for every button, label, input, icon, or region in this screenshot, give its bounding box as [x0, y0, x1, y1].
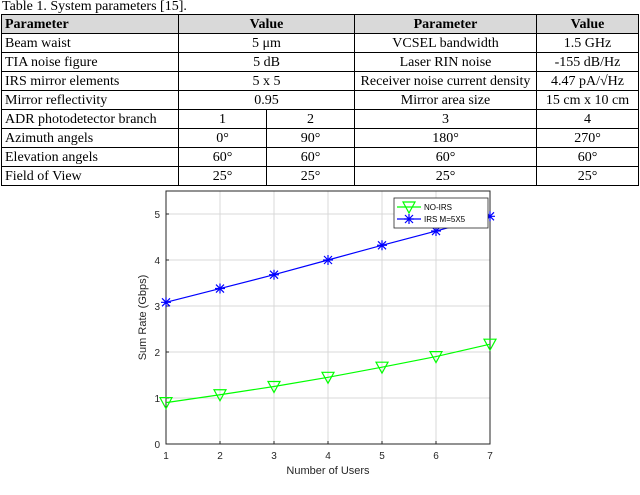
table-cell: 90° — [266, 128, 355, 148]
data-point-marker — [266, 380, 282, 394]
y-tick-label: 1 — [154, 394, 160, 405]
data-point-marker — [377, 240, 387, 251]
table-cell: Mirror reflectivity — [1, 90, 179, 110]
y-tick-label: 4 — [154, 256, 160, 267]
table-cell: ADR photodetector branch — [1, 109, 179, 129]
table-cell: 4 — [536, 109, 639, 129]
x-tick-label: 6 — [433, 451, 439, 462]
table-cell: Laser RIN noise — [354, 52, 537, 72]
data-point-marker — [320, 371, 336, 385]
data-point-marker — [428, 351, 444, 364]
table-row: TIA noise figure 5 dB Laser RIN noise -1… — [1, 52, 639, 72]
table-cell: 60° — [178, 147, 267, 167]
table-cell: 2 — [266, 109, 355, 129]
table-cell: IRS mirror elements — [1, 71, 179, 91]
legend-label: NO-IRS — [424, 203, 452, 212]
table-cell: 25° — [178, 166, 267, 186]
header-value-2: Value — [536, 14, 639, 34]
data-point-marker — [404, 214, 414, 224]
series-no-irs — [158, 338, 498, 410]
table-cell: 5 dB — [178, 52, 355, 72]
table-cell: 270° — [536, 128, 639, 148]
table-row: ADR photodetector branch 1 2 3 4 — [1, 109, 639, 129]
data-point-marker — [212, 389, 228, 403]
table-row: Azimuth angels 0° 90° 180° 270° — [1, 128, 639, 148]
data-point-marker — [158, 397, 174, 410]
table-cell: 60° — [354, 147, 537, 167]
y-tick-label: 3 — [154, 302, 160, 313]
table-header-row: Parameter Value Parameter Value — [1, 14, 639, 34]
data-point-marker — [485, 211, 495, 222]
table-cell: Beam waist — [1, 33, 179, 53]
table-cell: TIA noise figure — [1, 52, 179, 72]
x-tick-label: 3 — [271, 451, 277, 462]
table-cell: Mirror area size — [354, 90, 537, 110]
y-tick-label: 2 — [154, 348, 160, 359]
table-cell: 60° — [266, 147, 355, 167]
table-cell: Azimuth angels — [1, 128, 179, 148]
table-cell: 180° — [354, 128, 537, 148]
data-point-marker — [269, 269, 279, 280]
table-cell: -155 dB/Hz — [536, 52, 639, 72]
x-tick-label: 4 — [325, 451, 331, 462]
x-tick-label: 1 — [163, 451, 169, 462]
data-point-marker — [161, 297, 171, 308]
table-cell: 25° — [354, 166, 537, 186]
data-point-marker — [374, 361, 390, 375]
table-caption: Table 1. System parameters [15]. — [2, 0, 187, 14]
x-tick-label: 5 — [379, 451, 385, 462]
table-cell: 5 μm — [178, 33, 355, 53]
x-axis-label: Number of Users — [286, 465, 370, 477]
plot-frame — [165, 190, 491, 445]
table-cell: 25° — [266, 166, 355, 186]
table-row: Mirror reflectivity 0.95 Mirror area siz… — [1, 90, 639, 110]
table-cell: 4.47 pA/√Hz — [536, 71, 639, 91]
table-cell: 0.95 — [178, 90, 355, 110]
sum-rate-chart: 1 2 3 4 5 6 7 0 1 2 3 4 5 NO-IRS IRS M=5X5 Number of Us… — [135, 188, 515, 488]
table-cell: 5 x 5 — [178, 71, 355, 91]
series-line — [165, 343, 491, 404]
header-value-1: Value — [178, 14, 355, 34]
header-parameter-1: Parameter — [1, 14, 179, 34]
table-cell: 15 cm x 10 cm — [536, 90, 639, 110]
y-tick-label: 0 — [154, 440, 160, 451]
table-cell: 0° — [178, 128, 267, 148]
y-tick-label: 5 — [154, 210, 160, 221]
table-cell: 1.5 GHz — [536, 33, 639, 53]
series-irs — [161, 211, 495, 308]
table-cell: Field of View — [1, 166, 179, 186]
chart-legend: NO-IRS IRS M=5X5 — [393, 197, 489, 229]
data-point-marker — [323, 255, 333, 265]
table-row: Field of View 25° 25° 25° 25° — [1, 166, 639, 186]
data-point-marker — [401, 201, 417, 215]
y-axis-label: Sum Rate (Gbps) — [137, 275, 149, 361]
table-row: Elevation angels 60° 60° 60° 60° — [1, 147, 639, 167]
data-point-marker — [431, 226, 441, 237]
x-tick-label: 7 — [487, 451, 493, 462]
x-tick-label: 2 — [217, 451, 223, 462]
legend-label: IRS M=5X5 — [424, 215, 466, 224]
table-cell: 25° — [536, 166, 639, 186]
table-cell: 1 — [178, 109, 267, 129]
table-cell: Receiver noise current density — [354, 71, 537, 91]
table-cell: Elevation angels — [1, 147, 179, 167]
table-cell: VCSEL bandwidth — [354, 33, 537, 53]
header-parameter-2: Parameter — [354, 14, 537, 34]
system-parameters-table: Parameter Value Parameter Value Beam wai… — [1, 14, 639, 186]
table-cell: 3 — [354, 109, 537, 129]
table-cell: 60° — [536, 147, 639, 167]
data-point-marker — [215, 283, 225, 294]
table-row: IRS mirror elements 5 x 5 Receiver noise… — [1, 71, 639, 91]
table-row: Beam waist 5 μm VCSEL bandwidth 1.5 GHz — [1, 33, 639, 53]
data-point-marker — [482, 338, 498, 352]
